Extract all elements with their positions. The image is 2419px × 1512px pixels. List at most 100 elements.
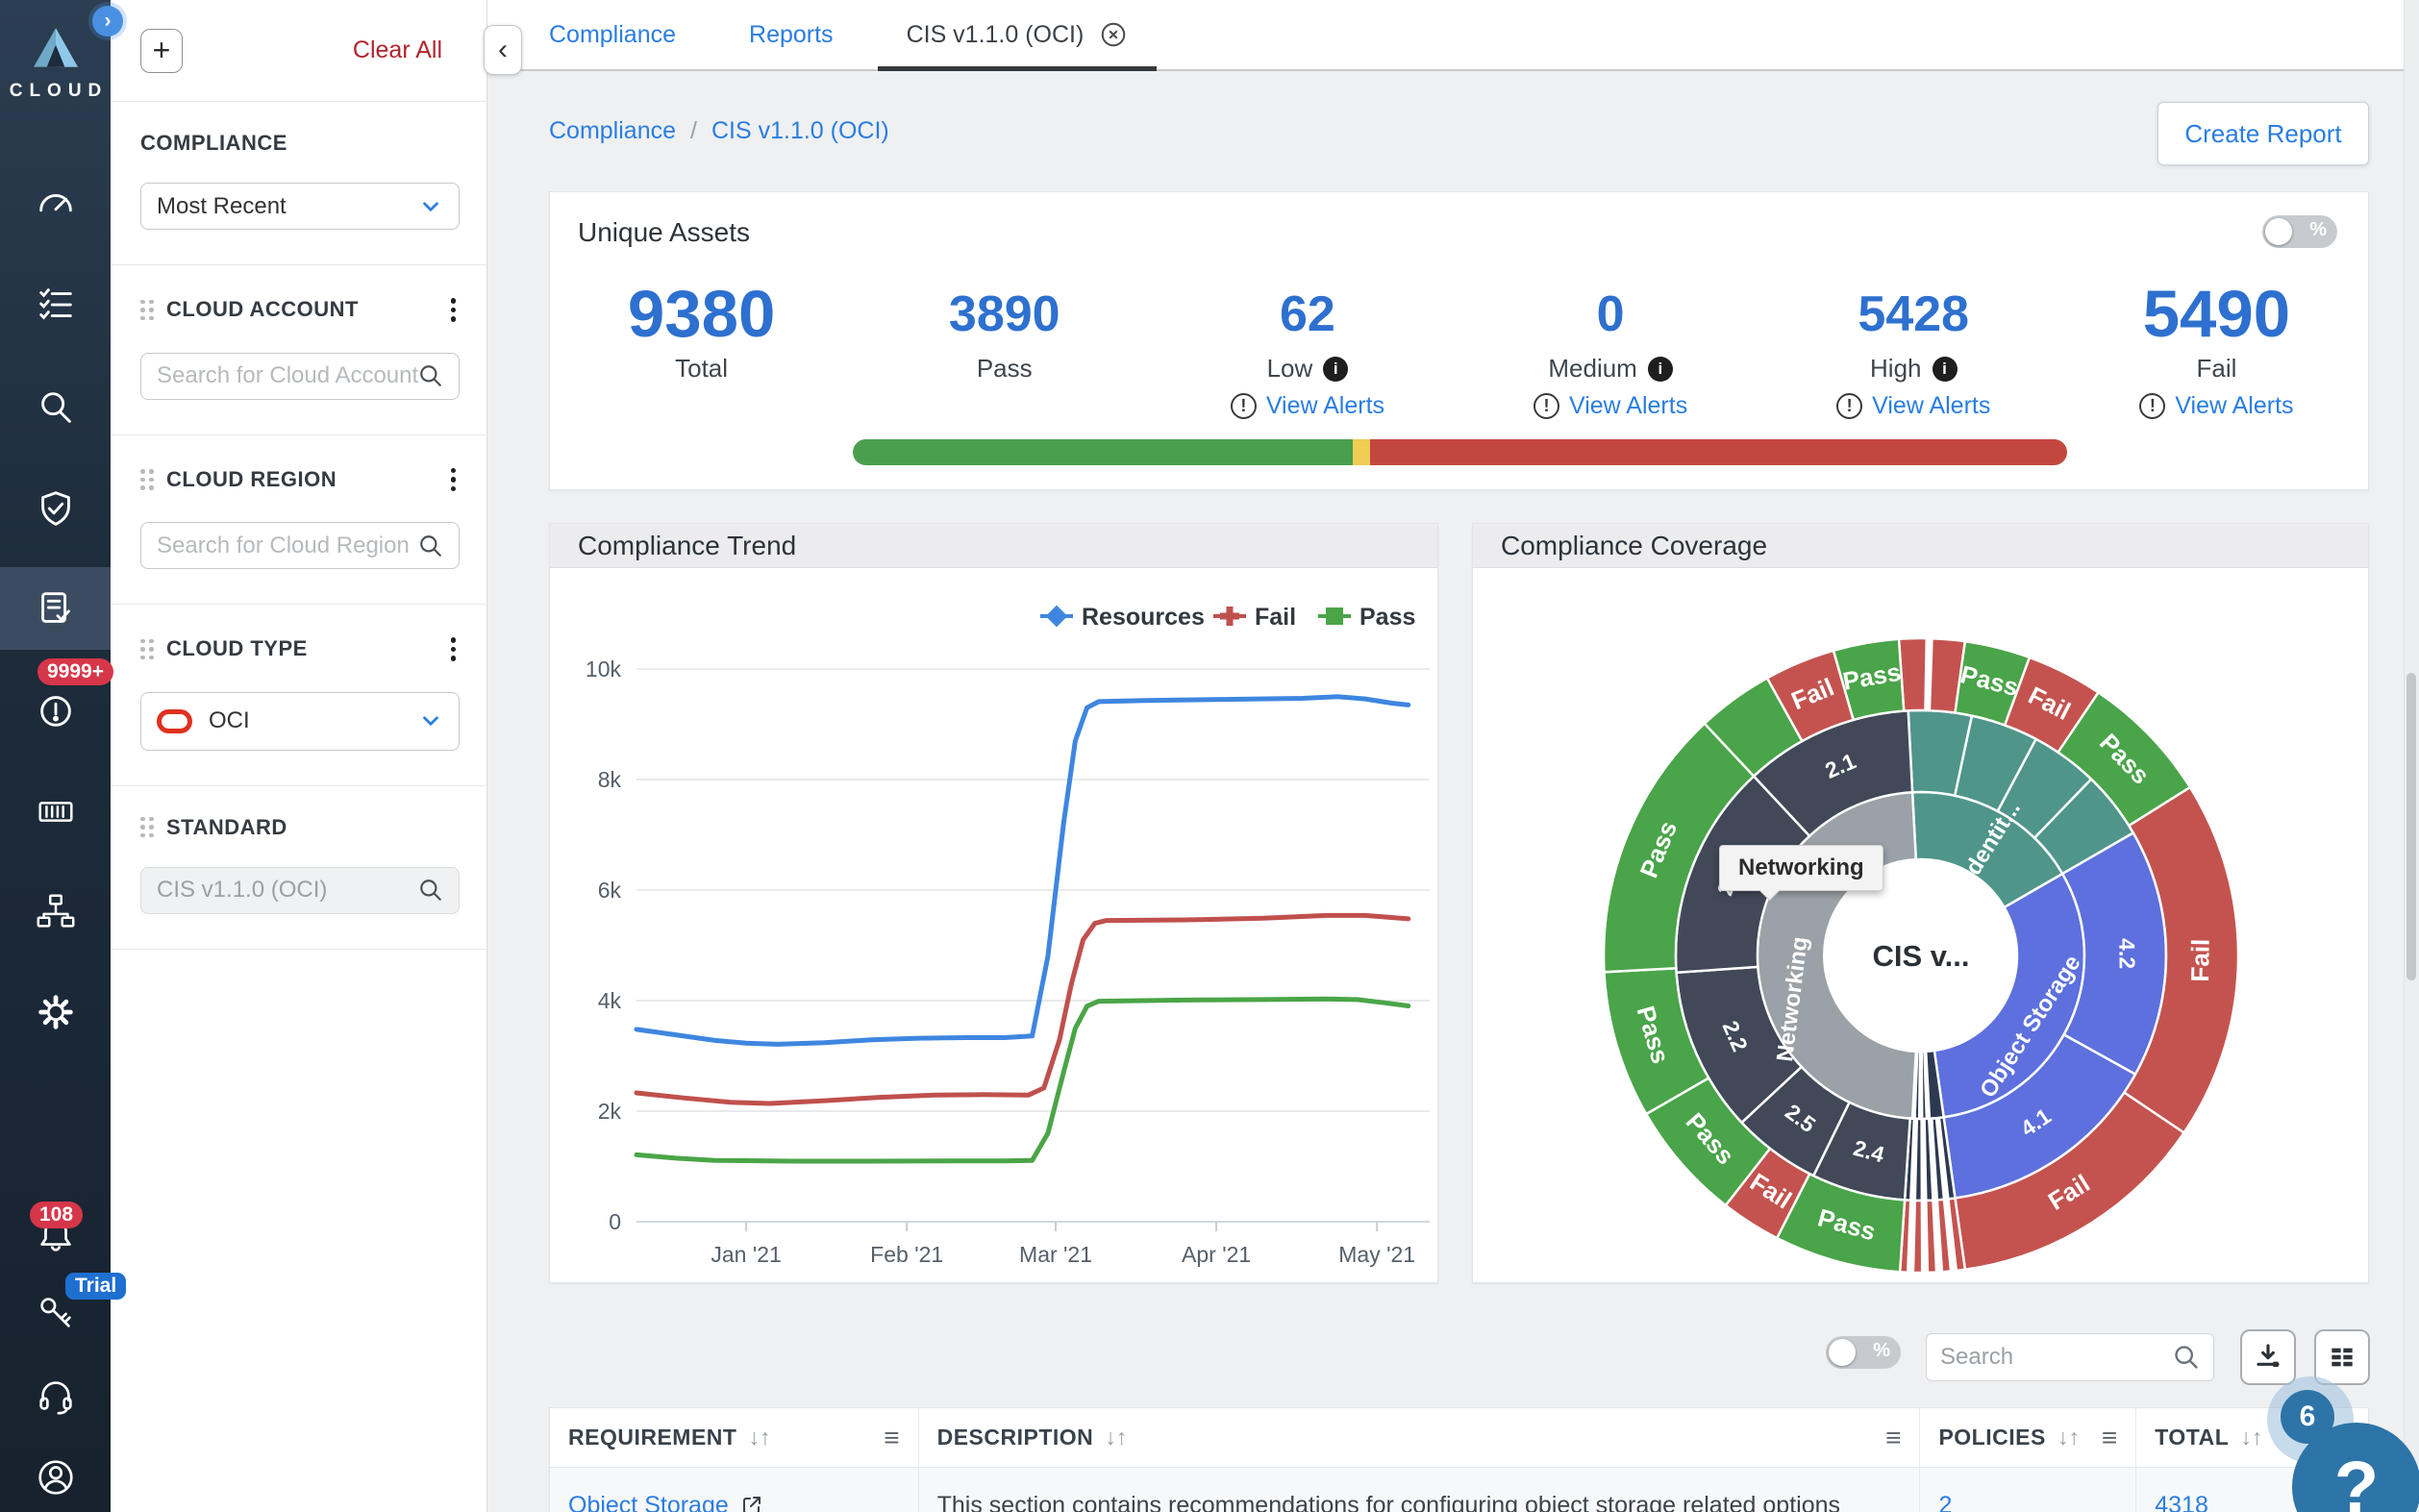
sort-icon[interactable]: ↓↑ (2240, 1425, 2263, 1450)
tab-bar: Compliance Reports CIS v1.1.0 (OCI) (487, 0, 2404, 71)
chevron-down-icon (423, 201, 438, 211)
compliance-trend-panel: Compliance Trend 0 2k 4k 6k 8k 10k Jan '21 Feb … (549, 523, 1438, 1283)
table-percent-toggle[interactable]: % (1826, 1336, 1901, 1369)
stat-fail: 5490 Fail ! View Alerts (2065, 277, 2368, 420)
view-alerts-link[interactable]: ! View Alerts (1836, 392, 1990, 420)
sidebar-item-licensing[interactable]: Trial (0, 1271, 127, 1353)
cloud-type-select[interactable]: OCI (140, 691, 460, 751)
compliance-select[interactable]: Most Recent (140, 183, 460, 230)
unique-assets-panel: Unique Assets % 9380 Total 3890 Pass 62 … (549, 191, 2369, 490)
table-header-row: REQUIREMENT ↓↑ ≡ DESCRIPTION ↓↑ ≡ POLICI… (550, 1408, 2368, 1468)
sidebar-item-settings[interactable] (0, 971, 111, 1053)
info-icon[interactable]: i (1323, 356, 1349, 382)
stat-total: 9380 Total (550, 277, 853, 420)
sidebar-item-alerts[interactable]: 9999+ (0, 658, 113, 751)
table-search-input[interactable] (1940, 1344, 2173, 1371)
svg-text:CIS v...: CIS v... (1872, 939, 1969, 973)
create-report-button[interactable]: Create Report (2157, 102, 2369, 165)
table-row[interactable]: Object Storage This section contains rec… (550, 1468, 2368, 1512)
breadcrumb-compliance[interactable]: Compliance (549, 117, 677, 144)
sidebar-item-compliance[interactable] (0, 567, 111, 650)
svg-text:Pass: Pass (1359, 604, 1415, 631)
clear-all-filters-button[interactable]: Clear All (352, 37, 442, 63)
stat-medium: 0 Medium i ! View Alerts (1459, 277, 1762, 420)
filter-section-cloud-type: CLOUD TYPE OCI (111, 605, 486, 786)
scrollbar-thumb[interactable] (2407, 673, 2416, 980)
tab-cis-v110-oci[interactable]: CIS v1.1.0 (OCI) (877, 0, 1158, 71)
sidebar-item-network[interactable] (0, 870, 111, 953)
tab-compliance[interactable]: Compliance (549, 0, 676, 69)
rail-expand-button[interactable]: › (92, 6, 123, 37)
info-icon[interactable]: i (1647, 356, 1673, 382)
search-icon (420, 534, 441, 557)
sunburst-tooltip: Networking (1719, 845, 1883, 891)
table-columns-button[interactable] (2314, 1329, 2370, 1385)
close-tab-icon[interactable] (1099, 20, 1128, 49)
toggle-knob (1829, 1339, 1856, 1366)
drag-handle-icon[interactable] (140, 816, 154, 838)
help-button[interactable]: ? (2292, 1423, 2419, 1512)
column-menu-icon[interactable]: ≡ (1885, 1422, 1902, 1452)
page-scrollbar[interactable] (2404, 0, 2419, 1512)
drag-handle-icon[interactable] (140, 299, 154, 320)
compliance-coverage-panel: Compliance Coverage Identit... Object Sto… (1472, 523, 2369, 1283)
percent-toggle[interactable]: % (2262, 215, 2337, 248)
view-alerts-link[interactable]: ! View Alerts (1230, 392, 1385, 420)
stats-row: 9380 Total 3890 Pass 62 Low i ! View Ale… (550, 277, 2368, 420)
info-icon[interactable]: i (1932, 356, 1958, 382)
alert-circle-icon (39, 696, 71, 727)
svg-text:4k: 4k (598, 988, 622, 1013)
download-button[interactable] (2240, 1329, 2296, 1385)
kebab-menu-icon[interactable] (447, 294, 461, 326)
panel-title: Compliance Coverage (1473, 524, 2368, 568)
tab-label: CIS v1.1.0 (OCI) (906, 20, 1085, 48)
shield-check-icon (40, 491, 70, 526)
breadcrumb-cis[interactable]: CIS v1.1.0 (OCI) (711, 117, 889, 144)
view-alerts-label: View Alerts (1265, 392, 1385, 419)
column-header-total[interactable]: TOTAL ↓↑ (2136, 1408, 2368, 1467)
sort-icon[interactable]: ↓↑ (1105, 1425, 1128, 1450)
sort-icon[interactable]: ↓↑ (2057, 1425, 2080, 1450)
cloud-account-search-input[interactable] (157, 362, 418, 389)
column-header-description[interactable]: DESCRIPTION ↓↑ ≡ (919, 1408, 1921, 1467)
view-alerts-link[interactable]: ! View Alerts (1533, 392, 1688, 420)
column-header-policies[interactable]: POLICIES ↓↑ ≡ (1920, 1408, 2137, 1467)
svg-text:10k: 10k (586, 657, 622, 682)
view-alerts-link[interactable]: ! View Alerts (2139, 392, 2294, 420)
stat-value: 5428 (1858, 286, 1970, 342)
tab-reports[interactable]: Reports (749, 0, 834, 69)
stat-value: 3890 (948, 286, 1060, 342)
cloud-region-search-input[interactable] (157, 532, 418, 559)
external-link-icon[interactable] (740, 1494, 763, 1512)
kebab-menu-icon[interactable] (447, 633, 461, 665)
filter-panel-collapse-button[interactable]: ‹ (484, 25, 522, 75)
app-logo[interactable]: CLOUD (0, 25, 111, 102)
view-alerts-label: View Alerts (1568, 392, 1688, 419)
sidebar-item-support[interactable] (0, 1354, 111, 1437)
sidebar-item-inventory[interactable] (0, 263, 111, 346)
sidebar-item-compute[interactable] (0, 771, 111, 854)
sort-icon[interactable]: ↓↑ (748, 1425, 771, 1450)
sidebar-item-notifications[interactable]: 108 (0, 1194, 111, 1277)
total-count-link[interactable]: 4318 (2155, 1491, 2208, 1512)
policies-count-link[interactable]: 2 (1938, 1491, 1953, 1512)
requirement-link[interactable]: Object Storage (568, 1491, 729, 1512)
add-filter-button[interactable]: + (140, 28, 183, 73)
sidebar-item-profile[interactable] (0, 1436, 111, 1512)
sidebar-item-investigate[interactable] (0, 366, 111, 449)
column-menu-icon[interactable]: ≡ (884, 1422, 900, 1452)
checklist-icon (38, 288, 72, 320)
kebab-menu-icon[interactable] (447, 464, 461, 496)
compliance-trend-chart[interactable]: 0 2k 4k 6k 8k 10k Jan '21 Feb '21 Mar '21 Apr '21… (550, 568, 1437, 1282)
filter-label: COMPLIANCE (140, 131, 287, 155)
sidebar-item-dashboard[interactable] (0, 163, 111, 246)
stat-pass: 3890 Pass (853, 277, 1156, 420)
column-menu-icon[interactable]: ≡ (2101, 1422, 2118, 1452)
column-header-requirement[interactable]: REQUIREMENT ↓↑ ≡ (550, 1408, 919, 1467)
drag-handle-icon[interactable] (140, 469, 154, 490)
sidebar-item-policies[interactable] (0, 468, 111, 551)
svg-text:Mar '21: Mar '21 (1019, 1242, 1092, 1267)
progress-segment (853, 439, 1354, 465)
drag-handle-icon[interactable] (140, 638, 154, 659)
